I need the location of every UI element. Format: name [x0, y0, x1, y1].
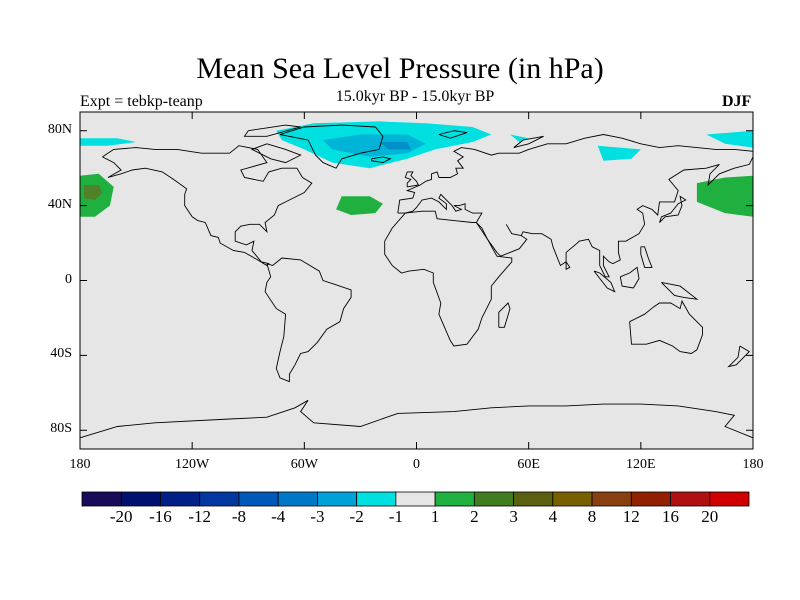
coastline-antarctica [79, 399, 754, 439]
coastline-north-america [102, 145, 313, 267]
lon-tick-label: 60E [517, 457, 540, 472]
colorbar-swatch [238, 491, 279, 507]
colorbar-swatch [434, 491, 475, 507]
lon-tick-label: 120E [626, 457, 656, 472]
colorbar-swatch [277, 491, 318, 507]
axis-ticks [79, 112, 754, 449]
lon-tick-label: 0 [413, 457, 420, 472]
map-background [80, 112, 753, 449]
colorbar-label: 20 [701, 507, 719, 526]
season-label: DJF [722, 93, 752, 110]
colorbar-label: -1 [388, 507, 403, 526]
coastline-ellesmere [243, 124, 301, 137]
colorbar-swatch [513, 491, 554, 507]
lat-tick-label: 80N [47, 121, 72, 137]
colorbar-swatch [356, 491, 397, 507]
colorbar-label: -8 [231, 507, 247, 526]
coastline-iceland [371, 156, 392, 164]
map-title: Mean Sea Level Pressure (in hPa) [196, 52, 604, 85]
coastline-svalbard [438, 130, 468, 139]
colorbar-label: 2 [470, 507, 479, 526]
colorbar-label: -12 [188, 507, 212, 526]
coastline-borneo [619, 266, 640, 289]
coastline-philippines [640, 246, 653, 268]
anomaly-region-arctic-greenland-low-core [379, 142, 411, 150]
colorbar-label: 4 [548, 507, 558, 526]
coastline-australia [629, 299, 703, 354]
lon-tick-label: 60W [290, 457, 318, 472]
colorbar-swatch [552, 491, 593, 507]
anomaly-region-north-pacific-high-core [83, 185, 103, 200]
coastlines [79, 124, 754, 439]
colorbar-label: -20 [109, 507, 133, 526]
coastline-novaya-zemlya [513, 135, 544, 149]
colorbar-swatch [591, 491, 632, 507]
anomaly-region-siberia-low [597, 145, 641, 161]
colorbar-label: -3 [310, 507, 325, 526]
colorbar-swatch [395, 491, 436, 507]
anomaly-region-arctic-greenland-low-inner [323, 134, 426, 157]
coastline-south-america [264, 257, 352, 383]
coastline-africa [384, 210, 513, 347]
coastline-madagascar [498, 302, 511, 328]
coastline-baffin [250, 143, 302, 164]
colorbar-label: 16 [662, 507, 680, 526]
lat-tick-label: 80S [50, 421, 72, 437]
anomaly-region-bering-west-low [80, 138, 137, 146]
coastline-uk [404, 171, 420, 188]
lon-tick-label: 120W [175, 457, 210, 472]
colorbar-label: 8 [587, 507, 597, 526]
colorbar-label: -2 [349, 507, 364, 526]
anomaly-region-north-atlantic-high [336, 196, 383, 215]
colorbar-swatch [120, 491, 161, 507]
colorbar-swatch [317, 491, 358, 507]
coastline-arabia-gulf [505, 224, 522, 237]
lon-tick-label: 180 [742, 457, 764, 472]
anomaly-region-bering-east-low [706, 130, 753, 148]
colorbar-swatch [473, 491, 514, 507]
colorbar-label: -16 [149, 507, 172, 526]
lon-tick-label: 180 [69, 457, 91, 472]
lat-tick-label: 40N [47, 196, 72, 212]
lat-tick-label: 40S [50, 346, 72, 362]
colorbar-swatch [670, 491, 711, 507]
colorbar-label: 3 [509, 507, 518, 526]
coastline-japan [659, 195, 687, 223]
experiment-label: Expt = tebkp-teanp [80, 93, 203, 110]
coastline-sumatra [593, 270, 616, 293]
anomaly-region-north-pacific-high-east [696, 175, 753, 217]
colorbar-swatch [709, 491, 750, 507]
colorbar-label: 12 [622, 507, 640, 526]
anomaly-region-barents-low [510, 134, 529, 142]
colorbar-label: -4 [271, 507, 286, 526]
lat-tick-label: 0 [65, 271, 72, 287]
colorbar [81, 491, 750, 507]
coastline-sri-lanka [565, 261, 571, 271]
coastline-new-zealand [727, 345, 751, 368]
colorbar-swatch [81, 491, 122, 507]
coastline-greenland [279, 124, 384, 169]
colorbar-swatch [199, 491, 240, 507]
coastline-new-guinea [661, 281, 699, 300]
colorbar-label: 1 [430, 507, 440, 526]
map-subtitle: 15.0kyr BP - 15.0kyr BP [335, 88, 495, 105]
colorbar-swatch [160, 491, 201, 507]
coastline-eurasia [397, 134, 754, 278]
anomaly-regions [80, 121, 753, 217]
colorbar-swatch [630, 491, 671, 507]
